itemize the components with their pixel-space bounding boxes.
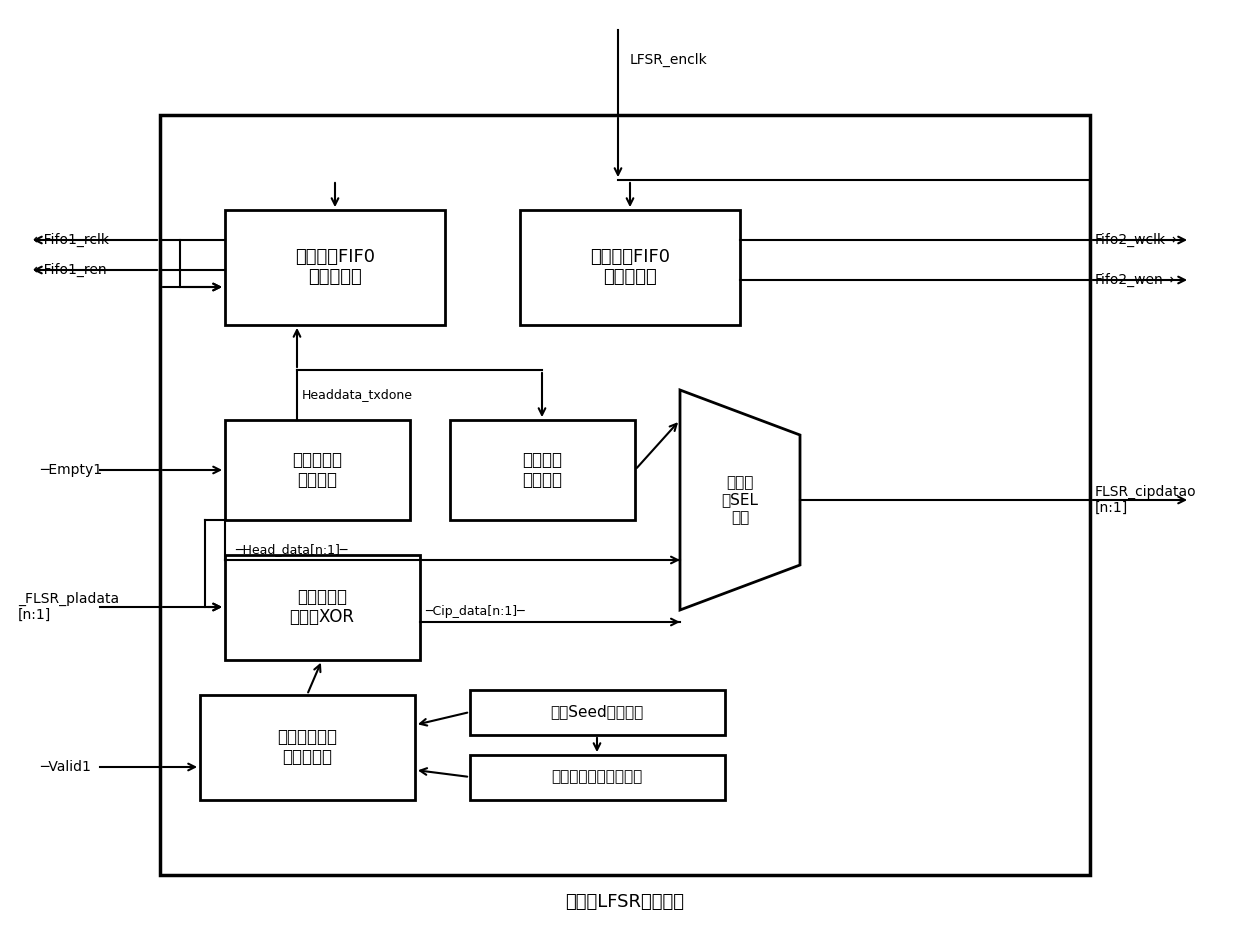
Bar	[224, 555, 420, 660]
Text: 同步头发送
控制逻辑: 同步头发送 控制逻辑	[291, 451, 342, 489]
Text: ─Valid1: ─Valid1	[40, 760, 91, 774]
Text: 加密异或运
算逻辑XOR: 加密异或运 算逻辑XOR	[289, 588, 355, 627]
Text: 第一异步FIF0
读控制逻辑: 第一异步FIF0 读控制逻辑	[295, 248, 374, 286]
Text: 数据选择
控制逻辑: 数据选择 控制逻辑	[522, 451, 562, 489]
Bar	[224, 420, 410, 520]
Bar	[470, 755, 725, 800]
Text: ─Cip_data[n:1]─: ─Cip_data[n:1]─	[425, 605, 525, 618]
Bar	[520, 210, 740, 325]
Text: FLSR_cipdatao
[n:1]: FLSR_cipdatao [n:1]	[1095, 485, 1197, 515]
Text: 加密Seed指定模块: 加密Seed指定模块	[551, 705, 644, 719]
Text: 加密伪随机序
列生成逻辑: 加密伪随机序 列生成逻辑	[277, 728, 337, 767]
Text: 加密反馈系数指定模块: 加密反馈系数指定模块	[552, 769, 642, 784]
Text: ←Fifo1_ren: ←Fifo1_ren	[32, 263, 107, 277]
Bar	[160, 115, 1090, 875]
Text: ─Head_data[n:1]─: ─Head_data[n:1]─	[236, 543, 347, 556]
Polygon shape	[680, 390, 800, 610]
Text: _FLSR_pladata
[n:1]: _FLSR_pladata [n:1]	[19, 591, 119, 622]
Text: 头同步LFSR加密模块: 头同步LFSR加密模块	[565, 893, 684, 911]
Bar	[224, 210, 445, 325]
Text: ←Fifo1_rclk: ←Fifo1_rclk	[32, 233, 109, 248]
Text: Headdata_txdone: Headdata_txdone	[303, 388, 413, 401]
Text: 输出选
择SEL
模块: 输出选 择SEL 模块	[722, 476, 759, 525]
Bar	[470, 690, 725, 735]
Text: Fifo2_wclk→: Fifo2_wclk→	[1095, 233, 1178, 248]
Text: Fifo2_wen→: Fifo2_wen→	[1095, 273, 1176, 287]
Bar	[450, 420, 635, 520]
Bar	[200, 695, 415, 800]
Text: LFSR_enclk: LFSR_enclk	[630, 53, 708, 67]
Text: ─Empty1: ─Empty1	[40, 463, 102, 477]
Text: 第二异步FIF0
写控制逻辑: 第二异步FIF0 写控制逻辑	[590, 248, 670, 286]
